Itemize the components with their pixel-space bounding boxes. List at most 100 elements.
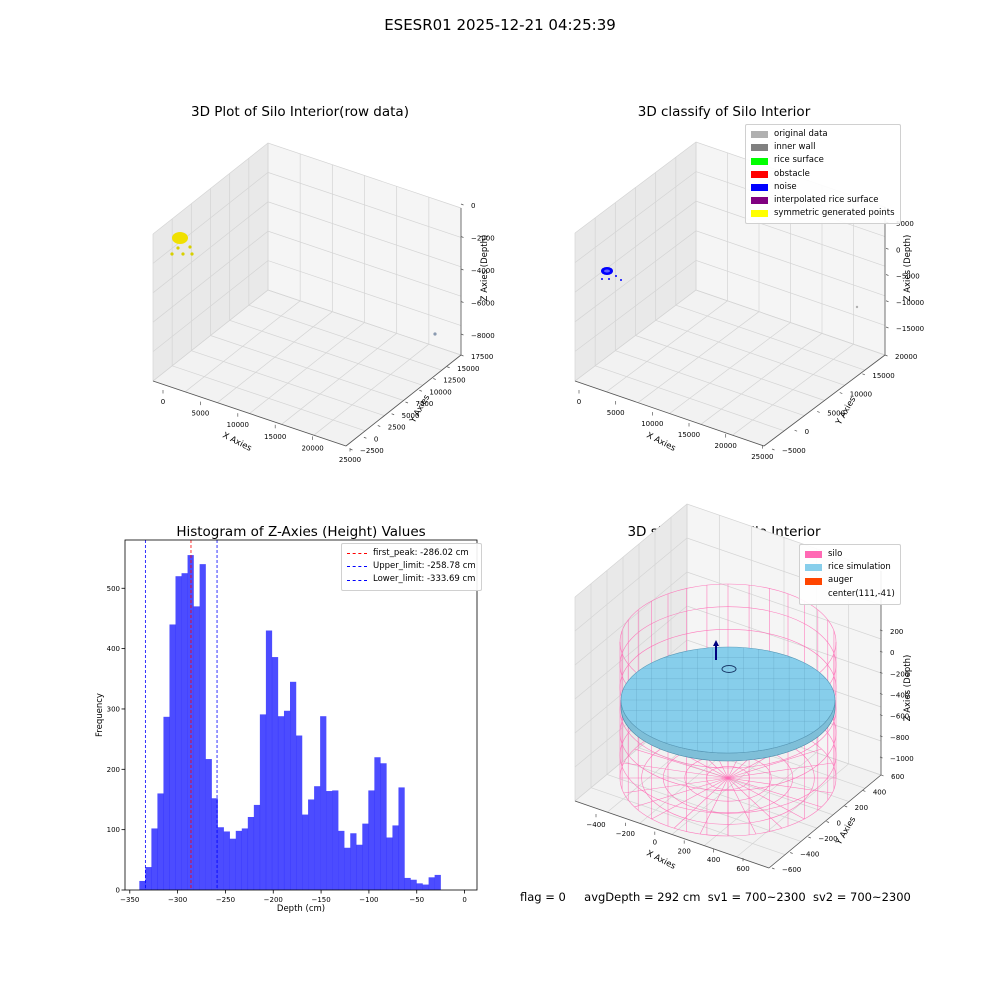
classify-grid-y xyxy=(655,320,845,386)
figure-title: ESESR01 2025-12-21 04:25:39 xyxy=(384,16,616,34)
histogram-bar xyxy=(320,716,327,890)
sim-grid-y xyxy=(638,747,834,816)
raw-y-tick xyxy=(460,354,464,357)
classify-y-tick xyxy=(817,411,820,413)
classify-original-point xyxy=(855,305,859,309)
sim-x-tick-label: 400 xyxy=(707,856,720,864)
legend-swatch xyxy=(805,577,822,585)
raw-y-tick-label: 7500 xyxy=(416,400,434,408)
sim-z-tick xyxy=(879,735,883,738)
classify-z-tick-label: −10000 xyxy=(896,299,924,307)
legend-entry: symmetric generated points xyxy=(751,207,895,220)
legend-label: silo xyxy=(828,549,843,559)
silo-floor-spoke xyxy=(634,777,729,808)
sim-x-tick-label: 200 xyxy=(678,847,691,855)
raw-y-tick-label: 2500 xyxy=(388,424,406,432)
histogram-plot: −350 −300 −250 −200 −150 −100 −50 0 0 100 200 300 40… xyxy=(95,539,478,914)
histogram-bar xyxy=(386,837,393,890)
raw-grid-z xyxy=(152,142,462,235)
silo-floor-spoke xyxy=(727,777,805,820)
legend-entry: Upper_limit: -258.78 cm xyxy=(347,560,476,573)
center-marker xyxy=(713,640,719,646)
sim-y-tick xyxy=(844,805,848,808)
raw-grid-y xyxy=(229,320,423,386)
classify-z-tick xyxy=(885,300,889,303)
classify-z-tick xyxy=(885,274,889,276)
legend-entry: original data xyxy=(751,128,895,141)
raw-grid-z xyxy=(152,289,462,382)
histogram-bar xyxy=(271,657,279,890)
classify-z-tick-label: −15000 xyxy=(896,325,924,333)
silo-floor-spoke xyxy=(623,762,729,779)
silo-floor-spoke xyxy=(673,777,729,829)
classify-y-tick-label: 20000 xyxy=(895,353,917,361)
sim-z-tick-label: 200 xyxy=(890,628,903,636)
raw-y-tick-label: −2500 xyxy=(360,447,384,455)
histogram-bar xyxy=(199,564,206,890)
legend-entry: obstacle xyxy=(751,168,895,181)
sim-z-tick-label: −600 xyxy=(890,713,909,721)
histogram-bar xyxy=(314,786,321,890)
classify-y-tick-label: 0 xyxy=(805,428,809,436)
classify-x-tick-label: 0 xyxy=(577,398,581,406)
raw-y-tick-label: 17500 xyxy=(471,353,493,361)
legend-entry: inner wall xyxy=(751,141,895,154)
raw-x-tick-label: 10000 xyxy=(227,421,249,429)
legend-label: interpolated rice surface xyxy=(774,195,879,206)
classify-z-tick xyxy=(885,326,889,329)
histogram-x-axis-label: Depth (cm) xyxy=(277,904,325,914)
legend-label: center(111,-41) xyxy=(828,588,895,599)
classify-x-tick-label: 15000 xyxy=(678,431,700,439)
histogram-bar xyxy=(326,791,333,890)
raw-x-tick-label: 0 xyxy=(161,398,165,406)
histogram-bar xyxy=(253,804,261,890)
sim-grid-z xyxy=(574,571,882,666)
histogram-y-tick-label: 500 xyxy=(107,585,120,593)
histogram-bar xyxy=(410,879,417,890)
sim-y-tick-label: 400 xyxy=(873,788,886,796)
legend-label: symmetric generated points xyxy=(774,208,895,219)
sim-grid-y xyxy=(606,774,802,842)
histogram-bar xyxy=(416,883,423,890)
raw-3d-plot: 0 5000 10000 15000 20000 25000−2500 0 2500 5000 7… xyxy=(152,142,495,464)
legend-entry: center(111,-41) xyxy=(805,588,895,601)
raw-y-tick xyxy=(349,448,353,451)
histogram-bar xyxy=(211,798,218,890)
histogram-x-tick-label: −100 xyxy=(359,896,378,904)
raw-point xyxy=(170,252,174,256)
silo-floor-spoke xyxy=(651,777,729,820)
raw-grid-y xyxy=(248,304,442,371)
sim-z-axis-label: Z Axies (Depth) xyxy=(903,655,913,722)
raw-z-tick-label: 0 xyxy=(471,202,475,210)
histogram-frame xyxy=(124,539,478,891)
legend-swatch xyxy=(751,183,768,191)
raw-y-tick-label: 15000 xyxy=(457,365,479,373)
raw-x-axis-line xyxy=(152,380,347,447)
raw-grid-z xyxy=(152,201,462,294)
classify-noise-point xyxy=(620,279,622,281)
simulation-legend: silo rice simulation auger center(111,-41) xyxy=(799,544,901,605)
raw-grid-y xyxy=(210,335,404,401)
legend-swatch xyxy=(751,157,768,165)
classify-noise-point xyxy=(615,275,617,277)
classify-x-tick-label: 25000 xyxy=(751,453,773,461)
raw-grid-y xyxy=(191,350,385,416)
classify-noise-point xyxy=(608,278,610,280)
sim-y-tick xyxy=(771,867,775,870)
classify-grid-z xyxy=(574,289,886,382)
classify-x-tick-label: 10000 xyxy=(641,420,663,428)
legend-line-swatch xyxy=(347,566,367,568)
histogram-x-tick-label: −50 xyxy=(409,896,424,904)
classify-x-axis-label: X Axies xyxy=(645,431,678,454)
raw-z-tick xyxy=(460,333,464,336)
raw-y-tick xyxy=(405,401,409,404)
silo-floor-spoke xyxy=(634,748,729,779)
sim-x-axis-label: X Axies xyxy=(645,849,678,872)
silo-floor-spoke xyxy=(623,777,729,794)
classify-y-tick xyxy=(771,448,775,451)
histogram-bar xyxy=(145,867,152,890)
sim-y-tick xyxy=(862,790,866,792)
raw-z-axis-label: Z Axies (Depth) xyxy=(480,235,490,302)
histogram-bar xyxy=(380,763,387,890)
histogram-x-tick-label: 0 xyxy=(462,896,466,904)
